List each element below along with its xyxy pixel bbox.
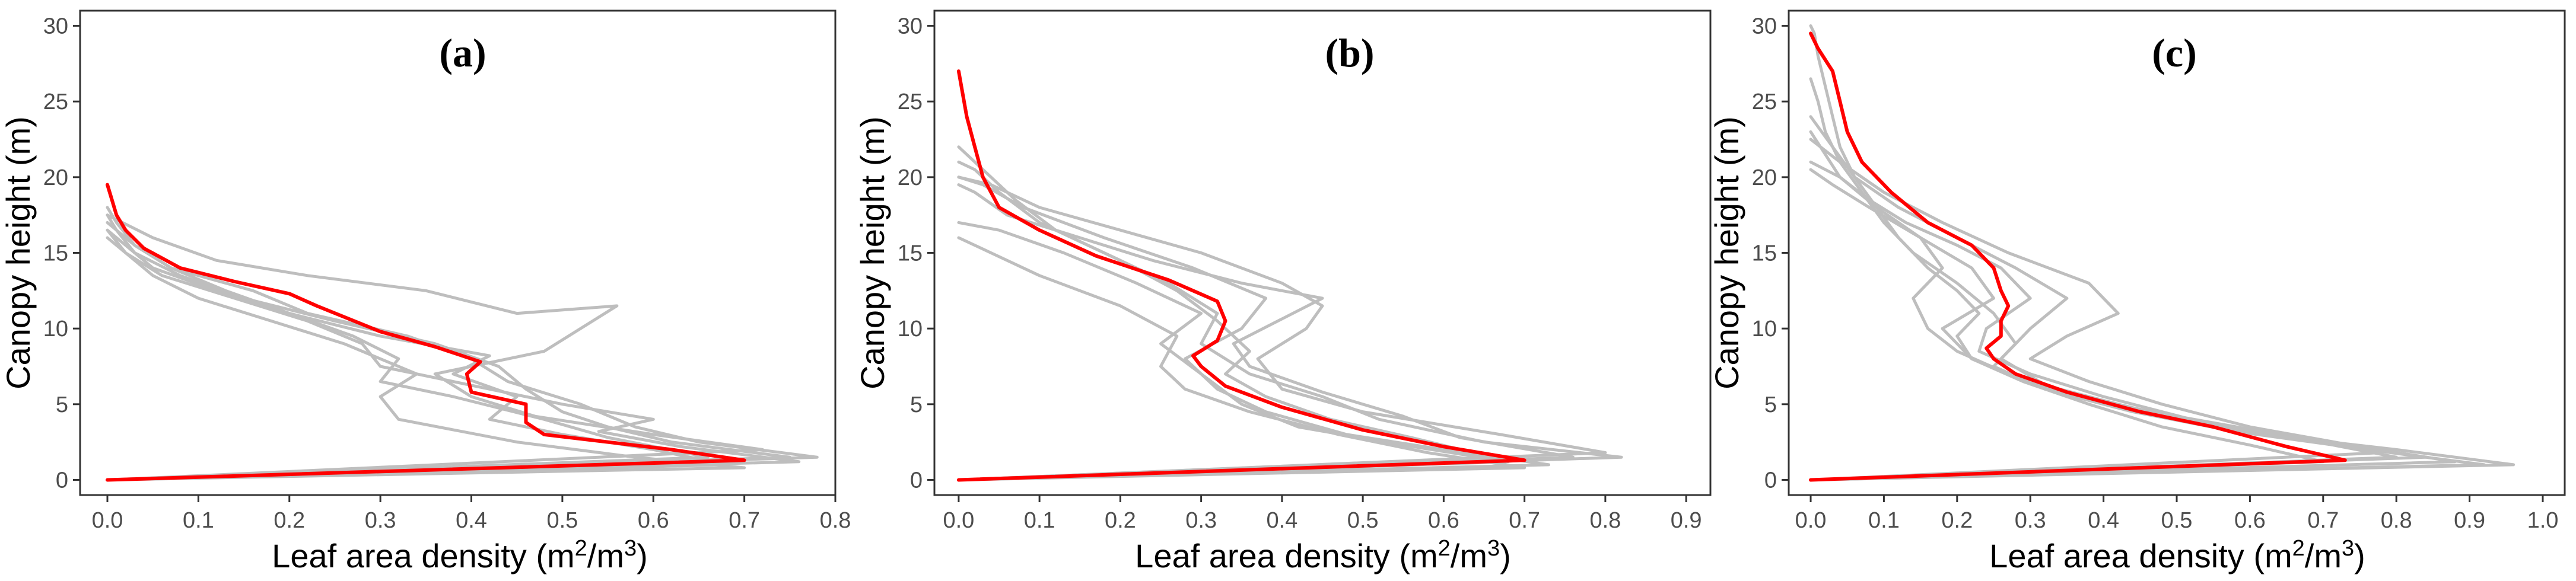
x-tick-label: 0.3 xyxy=(2015,508,2046,533)
series-line-tree-6 xyxy=(106,228,801,481)
x-tick-label: 0.8 xyxy=(1589,508,1621,533)
x-tick-label: 0.8 xyxy=(2381,508,2412,533)
y-tick-label: 5 xyxy=(1764,392,1777,417)
x-axis-title-part: /m xyxy=(1451,537,1487,574)
x-tick-label: 0.5 xyxy=(546,508,578,533)
y-axis-title: Canopy height (m) xyxy=(854,116,891,390)
series-line-tree-6 xyxy=(1809,130,2398,481)
x-tick-label: 0.7 xyxy=(729,508,760,533)
x-tick-label: 0.1 xyxy=(183,508,214,533)
series-line-mean xyxy=(106,183,746,482)
x-tick-label: 0.6 xyxy=(638,508,669,533)
y-tick-label: 0 xyxy=(56,468,68,493)
y-tick-label: 20 xyxy=(1752,165,1777,190)
series-line-tree-7 xyxy=(957,145,1494,481)
x-tick-label: 0.4 xyxy=(456,508,487,533)
y-tick-label: 5 xyxy=(910,392,923,417)
x-axis-title-part: Leaf area density (m xyxy=(272,537,574,574)
panel-label-a: (a) xyxy=(439,30,486,75)
series-line-tree-7 xyxy=(106,206,710,481)
y-axis-title: Canopy height (m) xyxy=(0,116,37,390)
y-tick-label: 25 xyxy=(1752,90,1777,114)
x-tick-label: 0.9 xyxy=(2454,508,2485,533)
y-tick-label: 15 xyxy=(43,241,68,266)
x-axis-title-part: 3 xyxy=(2342,536,2354,561)
y-tick-label: 20 xyxy=(898,165,923,190)
x-axis-title: Leaf area density (m2/m3) xyxy=(1989,536,2365,574)
y-tick-label: 20 xyxy=(43,165,68,190)
x-tick-label: 0.6 xyxy=(1428,508,1459,533)
series-line-tree-7 xyxy=(1809,24,2325,481)
y-tick-label: 15 xyxy=(898,241,923,266)
series-line-mean xyxy=(1809,31,2347,482)
x-axis-title-part: ) xyxy=(637,537,648,574)
x-axis-title-part: ) xyxy=(2354,537,2365,574)
series-line-tree-1 xyxy=(106,213,791,481)
series-line-tree-4 xyxy=(957,221,1510,481)
x-tick-label: 0.2 xyxy=(1105,508,1136,533)
plot-area xyxy=(934,11,1710,495)
panel-label-b: (b) xyxy=(1325,30,1374,75)
x-tick-label: 0.6 xyxy=(2234,508,2266,533)
x-tick-label: 0.5 xyxy=(2161,508,2193,533)
x-axis-title-part: ) xyxy=(1500,537,1511,574)
x-axis-title-part: 2 xyxy=(1438,536,1451,561)
y-tick-label: 0 xyxy=(1764,468,1777,493)
x-tick-label: 0.0 xyxy=(1795,508,1827,533)
x-axis-title: Leaf area density (m2/m3) xyxy=(272,536,648,574)
x-axis-title-part: 3 xyxy=(1487,536,1500,561)
x-tick-label: 0.2 xyxy=(1941,508,1973,533)
x-tick-label: 0.0 xyxy=(92,508,123,533)
y-tick-label: 5 xyxy=(56,392,68,417)
y-tick-label: 25 xyxy=(898,90,923,114)
panel-b: 0.0 0.1 0.2 0.3 0.4 0.5 0.6 0.7 0.8 0.9 0 5 10 15 20 25… xyxy=(854,9,1712,574)
x-tick-label: 0.4 xyxy=(1266,508,1297,533)
y-tick-label: 30 xyxy=(1752,14,1777,39)
y-tick-label: 10 xyxy=(898,317,923,341)
x-axis-title: Leaf area density (m2/m3) xyxy=(1135,536,1511,574)
y-tick-label: 25 xyxy=(43,90,68,114)
y-axis-title: Canopy height (m) xyxy=(1708,116,1745,390)
x-tick-label: 0.7 xyxy=(2307,508,2339,533)
y-tick-label: 30 xyxy=(43,14,68,39)
x-tick-label: 0.8 xyxy=(820,508,851,533)
x-axis-title-part: 2 xyxy=(575,536,587,561)
x-tick-label: 0.2 xyxy=(273,508,305,533)
x-axis-title-part: Leaf area density (m xyxy=(1989,537,2292,574)
x-tick-label: 0.7 xyxy=(1509,508,1540,533)
panel-a: 0.0 0.1 0.2 0.3 0.4 0.5 0.6 0.7 0.8 0 5 10 15 20 25 30 (… xyxy=(0,9,851,574)
panel-label-c: (c) xyxy=(2152,30,2196,75)
x-tick-label: 0.3 xyxy=(1185,508,1217,533)
x-axis-title-part: /m xyxy=(587,537,624,574)
x-axis-title-part: 2 xyxy=(2292,536,2305,561)
series-line-tree-6 xyxy=(957,236,1526,481)
x-axis-title-part: 3 xyxy=(624,536,637,561)
x-tick-label: 0.1 xyxy=(1024,508,1055,533)
x-tick-label: 0.1 xyxy=(1868,508,1900,533)
panel-c: 0.0 0.1 0.2 0.3 0.4 0.5 0.6 0.7 0.8 0.9 1.0 0 5 10 15 2… xyxy=(1708,9,2566,574)
y-tick-label: 15 xyxy=(1752,241,1777,266)
x-tick-label: 0.9 xyxy=(1671,508,1702,533)
x-tick-label: 0.3 xyxy=(365,508,396,533)
x-axis-title-part: Leaf area density (m xyxy=(1135,537,1438,574)
x-tick-label: 1.0 xyxy=(2527,508,2559,533)
x-tick-label: 0.5 xyxy=(1347,508,1379,533)
series-line-tree-5 xyxy=(1809,77,2486,481)
x-axis-title-part: /m xyxy=(2305,537,2342,574)
y-tick-label: 10 xyxy=(1752,317,1777,341)
y-tick-label: 0 xyxy=(910,468,923,493)
plot-area xyxy=(1789,11,2565,495)
y-tick-label: 30 xyxy=(898,14,923,39)
series-line-mean xyxy=(956,69,1526,482)
plot-area xyxy=(80,11,835,495)
series-line-tree-5 xyxy=(957,175,1607,481)
series-line-tree-4 xyxy=(106,213,764,481)
x-tick-label: 0.0 xyxy=(943,508,974,533)
x-tick-label: 0.4 xyxy=(2088,508,2119,533)
y-tick-label: 10 xyxy=(43,317,68,341)
